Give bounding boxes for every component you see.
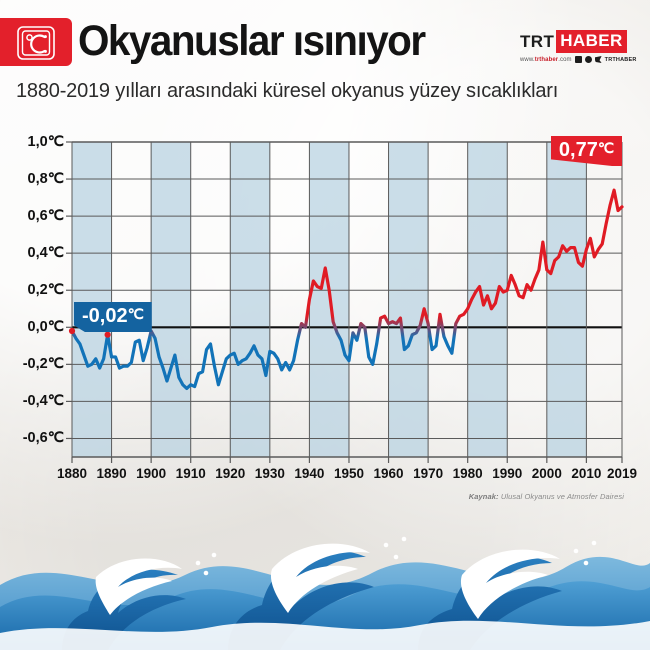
ocean-waves-illustration bbox=[0, 536, 650, 650]
x-axis-tick-label: 1960 bbox=[373, 466, 404, 481]
x-axis-tick-label: 1930 bbox=[254, 466, 285, 481]
x-axis-tick-label: 2019 bbox=[606, 466, 638, 481]
trt-haber-logo[interactable]: TRT HABER www.trthaber.com TRTHABER bbox=[520, 30, 638, 68]
line-chart-plot bbox=[66, 141, 624, 463]
water-droplet bbox=[393, 554, 399, 560]
x-axis-tick-label: 1910 bbox=[175, 466, 206, 481]
x-axis-tick-label: 1920 bbox=[215, 466, 246, 481]
callout-unit: ℃ bbox=[127, 307, 144, 324]
x-axis-tick-label: 1940 bbox=[294, 466, 325, 481]
twitter-icon[interactable] bbox=[594, 56, 602, 63]
end-value-callout: 0,77℃ bbox=[550, 136, 622, 166]
water-droplet bbox=[573, 548, 579, 554]
x-axis-tick-label: 1900 bbox=[136, 466, 167, 481]
x-axis-tick-label: 1950 bbox=[333, 466, 364, 481]
x-axis-tick-label: 1990 bbox=[492, 466, 523, 481]
temperature-anomaly-line bbox=[70, 188, 624, 391]
x-axis-tick-label: 1890 bbox=[96, 466, 127, 481]
y-axis-tick-label: -0,4℃ bbox=[22, 393, 64, 410]
y-axis-tick-label: 0,4℃ bbox=[27, 245, 64, 262]
water-droplet bbox=[401, 536, 407, 542]
water-droplet bbox=[383, 542, 389, 548]
y-axis-tick-label: -0,2℃ bbox=[22, 356, 64, 373]
wave-shape bbox=[0, 620, 650, 650]
source-note: Kaynak: Ulusal Okyanus ve Atmosfer Daire… bbox=[468, 492, 624, 501]
y-axis-tick-label: 0,0℃ bbox=[27, 319, 64, 336]
y-axis-labels: 1,0℃ 0,8℃ 0,6℃ 0,4℃ 0,2℃ 0,0℃ -0,2℃ -0,4℃ -0,6℃ bbox=[0, 130, 66, 460]
header: Okyanuslar ısınıyor TRT HABER www.trthab… bbox=[0, 12, 650, 70]
y-axis-tick-label: 0,8℃ bbox=[27, 171, 64, 188]
x-axis-labels: 1880 1890 1900 1910 1920 1930 1940 1950 1960 1970… bbox=[0, 466, 650, 486]
page-title: Okyanuslar ısınıyor bbox=[78, 17, 426, 65]
brand-url: www.trthaber.com bbox=[520, 56, 572, 63]
y-axis-tick-label: 0,2℃ bbox=[27, 282, 64, 299]
water-droplet bbox=[583, 560, 589, 566]
start-value-callout: -0,02℃ bbox=[74, 302, 152, 332]
facebook-icon[interactable] bbox=[574, 56, 582, 63]
callout-value: 0,77 bbox=[558, 139, 598, 161]
decade-band bbox=[151, 142, 191, 457]
decade-band bbox=[546, 142, 587, 457]
callout-value: -0,02 bbox=[82, 305, 128, 327]
chart-area: 1,0℃ 0,8℃ 0,6℃ 0,4℃ 0,2℃ 0,0℃ -0,2℃ -0,4℃ -0,6℃ … bbox=[0, 130, 650, 501]
x-axis-tick-label: 2010 bbox=[571, 466, 602, 481]
x-axis-tick-label: 2000 bbox=[531, 466, 562, 481]
callout-unit: ℃ bbox=[597, 141, 614, 158]
wave-shape bbox=[270, 543, 370, 613]
water-droplet bbox=[591, 540, 597, 546]
water-droplet bbox=[203, 570, 209, 576]
x-axis-tick-label: 1880 bbox=[56, 466, 88, 481]
y-axis-tick-label: 1,0℃ bbox=[27, 134, 64, 150]
wave-shape bbox=[460, 549, 560, 619]
instagram-icon[interactable] bbox=[584, 56, 592, 63]
y-axis-tick-label: -0,6℃ bbox=[22, 430, 64, 447]
x-axis-tick-label: 1970 bbox=[413, 466, 444, 481]
celsius-thermometer-icon bbox=[0, 18, 72, 66]
trt-wordmark: TRT bbox=[520, 31, 555, 51]
water-droplet bbox=[211, 552, 217, 558]
data-point-marker bbox=[104, 331, 111, 338]
x-axis-tick-label: 1980 bbox=[452, 466, 483, 481]
haber-wordmark: HABER bbox=[556, 30, 627, 53]
decade-band bbox=[230, 142, 270, 457]
wave-shape bbox=[95, 558, 182, 615]
data-point-marker bbox=[68, 327, 76, 335]
y-axis-tick-label: 0,6℃ bbox=[27, 208, 64, 225]
subtitle: 1880-2019 yılları arasındaki küresel oky… bbox=[16, 80, 559, 102]
decade-band bbox=[388, 142, 429, 457]
decade-band bbox=[72, 142, 112, 457]
brand-handle: TRTHABER bbox=[604, 56, 637, 63]
water-droplet bbox=[195, 560, 201, 566]
